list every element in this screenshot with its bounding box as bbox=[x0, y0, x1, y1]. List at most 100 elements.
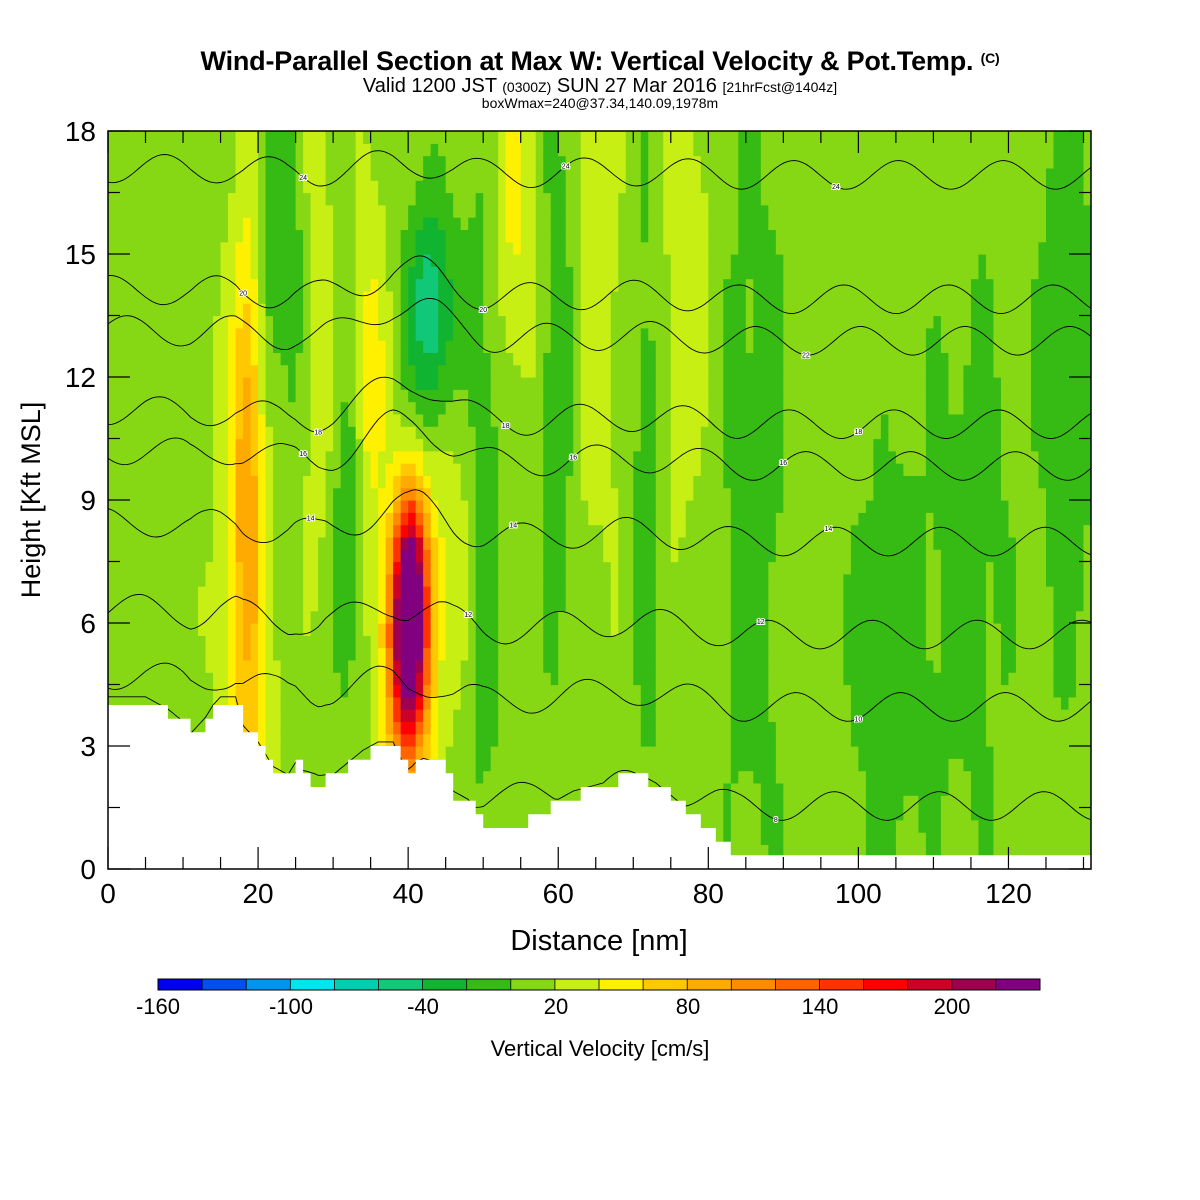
velocity-cell bbox=[505, 795, 514, 809]
velocity-cell bbox=[310, 192, 319, 206]
velocity-cell bbox=[468, 327, 477, 341]
velocity-cell bbox=[453, 278, 462, 292]
velocity-cell bbox=[445, 586, 454, 599]
velocity-cell bbox=[588, 315, 597, 329]
velocity-cell bbox=[393, 463, 402, 476]
velocity-cell bbox=[483, 290, 492, 304]
velocity-cell bbox=[723, 192, 732, 206]
velocity-cell bbox=[475, 450, 484, 464]
velocity-cell bbox=[685, 807, 694, 821]
velocity-cell bbox=[715, 721, 724, 735]
velocity-cell bbox=[145, 155, 154, 169]
velocity-cell bbox=[543, 254, 552, 267]
velocity-cell bbox=[370, 241, 379, 255]
velocity-cell bbox=[565, 290, 574, 304]
velocity-cell bbox=[250, 635, 259, 649]
velocity-cell bbox=[468, 746, 477, 759]
velocity-cell bbox=[505, 217, 514, 230]
velocity-cell bbox=[505, 573, 514, 587]
velocity-cell bbox=[498, 696, 507, 710]
velocity-cell bbox=[453, 340, 462, 353]
velocity-cell bbox=[543, 315, 552, 329]
velocity-cell bbox=[558, 401, 567, 415]
velocity-cell bbox=[318, 573, 327, 587]
velocity-cell bbox=[168, 217, 177, 230]
velocity-cell bbox=[273, 733, 282, 747]
velocity-cell bbox=[633, 524, 642, 538]
velocity-cell bbox=[633, 536, 642, 550]
velocity-cell bbox=[385, 352, 394, 366]
velocity-cell bbox=[288, 303, 297, 317]
velocity-cell bbox=[438, 475, 447, 489]
velocity-cell bbox=[640, 733, 649, 747]
velocity-cell bbox=[483, 377, 492, 390]
velocity-cell bbox=[685, 167, 694, 181]
velocity-cell bbox=[715, 561, 724, 575]
velocity-cell bbox=[258, 536, 267, 550]
velocity-cell bbox=[490, 155, 499, 169]
velocity-cell bbox=[640, 401, 649, 415]
velocity-cell bbox=[243, 475, 252, 489]
velocity-cell bbox=[580, 524, 589, 538]
velocity-cell bbox=[715, 610, 724, 624]
velocity-cell bbox=[303, 536, 312, 550]
velocity-cell bbox=[723, 512, 732, 526]
velocity-cell bbox=[580, 377, 589, 390]
velocity-cell bbox=[535, 684, 544, 698]
velocity-cell bbox=[273, 340, 282, 353]
velocity-cell bbox=[250, 131, 259, 144]
velocity-cell bbox=[573, 758, 582, 772]
velocity-cell bbox=[273, 512, 282, 526]
velocity-cell bbox=[258, 598, 267, 612]
velocity-cell bbox=[723, 586, 732, 599]
velocity-cell bbox=[633, 438, 642, 452]
velocity-cell bbox=[228, 143, 237, 157]
velocity-cell bbox=[153, 303, 162, 317]
velocity-cell bbox=[145, 672, 154, 686]
velocity-cell bbox=[198, 315, 207, 329]
velocity-cell bbox=[573, 327, 582, 341]
velocity-cell bbox=[310, 241, 319, 255]
velocity-cell bbox=[490, 180, 499, 194]
velocity-cell bbox=[258, 647, 267, 661]
velocity-cell bbox=[445, 377, 454, 390]
velocity-cell bbox=[648, 204, 657, 218]
velocity-cell bbox=[258, 586, 267, 599]
velocity-cell bbox=[565, 770, 574, 784]
velocity-cell bbox=[258, 573, 267, 587]
velocity-cell bbox=[468, 217, 477, 230]
velocity-cell bbox=[670, 623, 679, 636]
velocity-cell bbox=[715, 672, 724, 686]
velocity-cell bbox=[543, 426, 552, 440]
velocity-cell bbox=[340, 180, 349, 194]
velocity-cell bbox=[220, 340, 229, 353]
velocity-cell bbox=[265, 352, 274, 366]
velocity-cell bbox=[363, 131, 372, 144]
velocity-cell bbox=[168, 192, 177, 206]
velocity-cell bbox=[595, 167, 604, 181]
velocity-cell bbox=[558, 721, 567, 735]
velocity-cell bbox=[663, 463, 672, 476]
velocity-cell bbox=[528, 303, 537, 317]
velocity-cell bbox=[648, 426, 657, 440]
velocity-cell bbox=[475, 278, 484, 292]
velocity-cell bbox=[670, 401, 679, 415]
velocity-cell bbox=[445, 696, 454, 710]
velocity-cell bbox=[393, 315, 402, 329]
velocity-cell bbox=[633, 143, 642, 157]
velocity-cell bbox=[648, 364, 657, 378]
velocity-cell bbox=[483, 303, 492, 317]
velocity-cell bbox=[445, 315, 454, 329]
velocity-cell bbox=[310, 352, 319, 366]
velocity-cell bbox=[618, 377, 627, 390]
velocity-cell bbox=[663, 746, 672, 759]
velocity-cell bbox=[505, 167, 514, 181]
velocity-cell bbox=[235, 463, 244, 476]
velocity-cell bbox=[265, 389, 274, 403]
velocity-cell bbox=[655, 303, 664, 317]
velocity-cell bbox=[610, 721, 619, 735]
velocity-cell bbox=[723, 364, 732, 378]
velocity-cell bbox=[138, 131, 147, 144]
velocity-cell bbox=[115, 241, 124, 255]
velocity-cell bbox=[213, 549, 222, 563]
